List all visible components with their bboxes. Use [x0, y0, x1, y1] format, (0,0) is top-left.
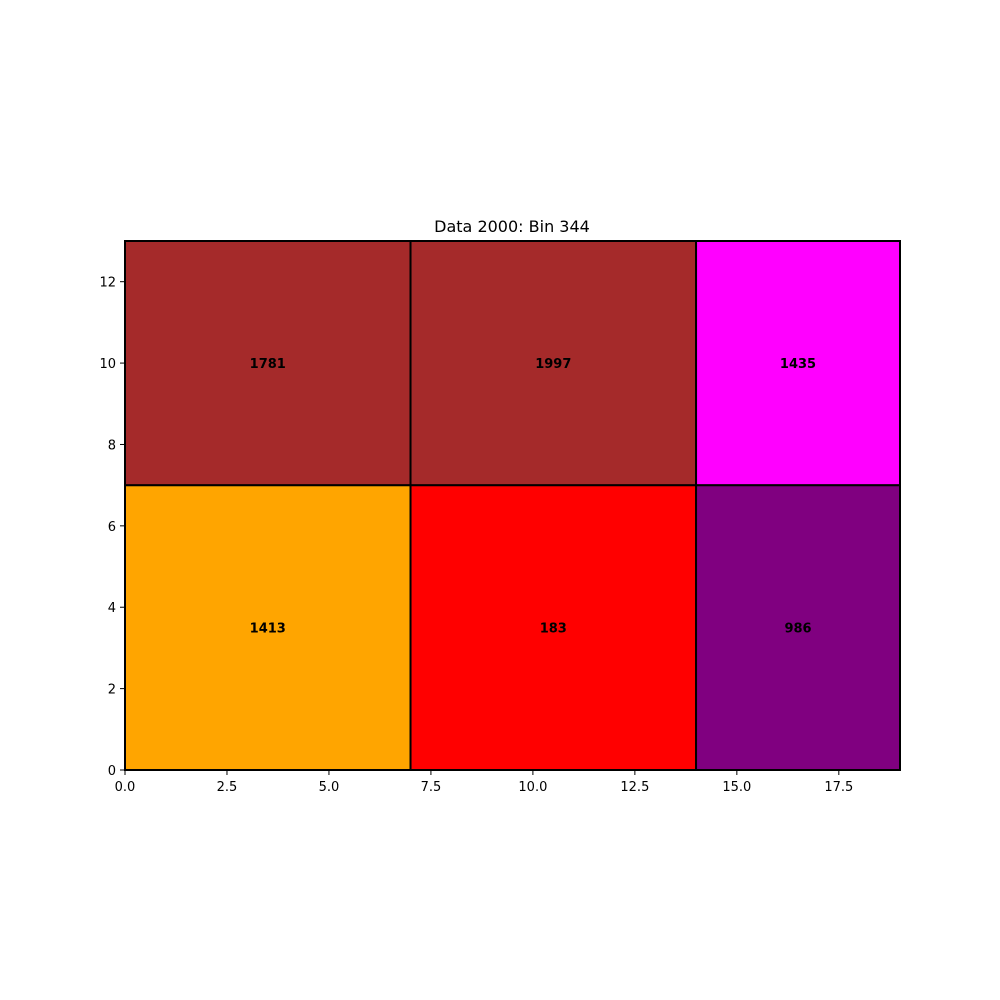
- cell-value-label: 986: [784, 622, 811, 637]
- treemap-cells: 1413 183 986 1781 1997 1435: [124, 240, 901, 771]
- treemap-cell: [124, 240, 412, 487]
- treemap-cell: [409, 240, 698, 487]
- plot-frame: [124, 240, 901, 771]
- cell-value-label: 1413: [250, 622, 286, 637]
- y-tick-label: 8: [108, 438, 116, 453]
- y-tick-label: 4: [108, 601, 116, 616]
- x-tick-label: 5.0: [319, 780, 340, 795]
- y-axis: 0 2 4 6 8 10 12: [99, 276, 125, 779]
- y-tick-label: 12: [99, 276, 116, 291]
- x-tick-label: 0.0: [115, 780, 136, 795]
- x-tick-label: 2.5: [217, 780, 238, 795]
- treemap-cell: [124, 484, 412, 771]
- treemap-cell: [409, 484, 698, 771]
- y-tick-label: 2: [108, 683, 116, 698]
- x-tick-label: 10.0: [518, 780, 547, 795]
- x-tick-label: 15.0: [722, 780, 751, 795]
- y-tick-label: 0: [108, 764, 116, 779]
- chart-title: Data 2000: Bin 344: [434, 217, 590, 236]
- x-tick-label: 12.5: [620, 780, 649, 795]
- x-tick-label: 17.5: [824, 780, 853, 795]
- cell-value-label: 183: [540, 622, 567, 637]
- x-axis: 0.0 2.5 5.0 7.5 10.0 12.5 15.0 17.5: [115, 770, 853, 795]
- y-tick-label: 10: [99, 357, 116, 372]
- y-tick-label: 6: [108, 520, 116, 535]
- treemap-cell: [695, 240, 901, 487]
- x-tick-label: 7.5: [421, 780, 442, 795]
- cell-value-label: 1435: [780, 357, 816, 372]
- cell-value-label: 1781: [250, 357, 286, 372]
- cell-value-label: 1997: [535, 357, 571, 372]
